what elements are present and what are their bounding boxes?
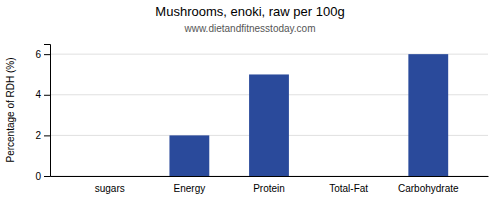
- x-axis-line: [51, 176, 489, 177]
- x-tick-label: Protein: [253, 183, 285, 194]
- x-axis: sugars Energy Protein Total-Fat Carbohydrate: [51, 177, 489, 195]
- x-tick-label: Carbohydrate: [398, 183, 459, 194]
- bars: [169, 54, 448, 176]
- x-tick-label: Energy: [174, 183, 206, 194]
- y-tick: 6: [35, 49, 50, 60]
- y-tick-label: 6: [35, 49, 41, 60]
- x-tick: Total-Fat: [329, 183, 368, 194]
- y-axis-line: [44, 45, 51, 177]
- y-tick-mark: [44, 95, 50, 96]
- plot: 0 2 4 6 sugars Energy Protein Total-Fat Carbohyd…: [35, 45, 488, 195]
- y-tick-label: 4: [35, 89, 41, 100]
- bar: [249, 74, 289, 176]
- y-axis-title: Percentage of RDH (%): [5, 57, 16, 162]
- x-tick: Protein: [253, 183, 285, 194]
- y-tick: 2: [35, 130, 50, 141]
- x-tick: Carbohydrate: [398, 183, 459, 194]
- x-tick: Energy: [174, 183, 206, 194]
- grid: [50, 54, 488, 176]
- y-tick-label: 2: [35, 130, 41, 141]
- x-tick-label: sugars: [95, 183, 125, 194]
- bar: [169, 135, 209, 176]
- y-tick-mark: [44, 54, 50, 55]
- y-tick: 0: [35, 171, 50, 182]
- title: Mushrooms, enoki, raw per 100g: [155, 4, 344, 19]
- bar: [408, 54, 448, 176]
- x-tick-label: Total-Fat: [329, 183, 368, 194]
- y-tick: 4: [35, 89, 50, 100]
- y-tick-label: 0: [35, 171, 41, 182]
- bar: [329, 176, 369, 177]
- chart: Mushrooms, enoki, raw per 100g www.dietan…: [0, 0, 500, 200]
- subtitle: www.dietandfitnesstoday.com: [184, 23, 316, 34]
- y-tick-mark: [44, 176, 50, 177]
- y-axis: 0 2 4 6: [35, 45, 50, 182]
- x-tick: sugars: [95, 183, 125, 194]
- y-tick-mark: [44, 135, 50, 136]
- bar: [90, 176, 130, 177]
